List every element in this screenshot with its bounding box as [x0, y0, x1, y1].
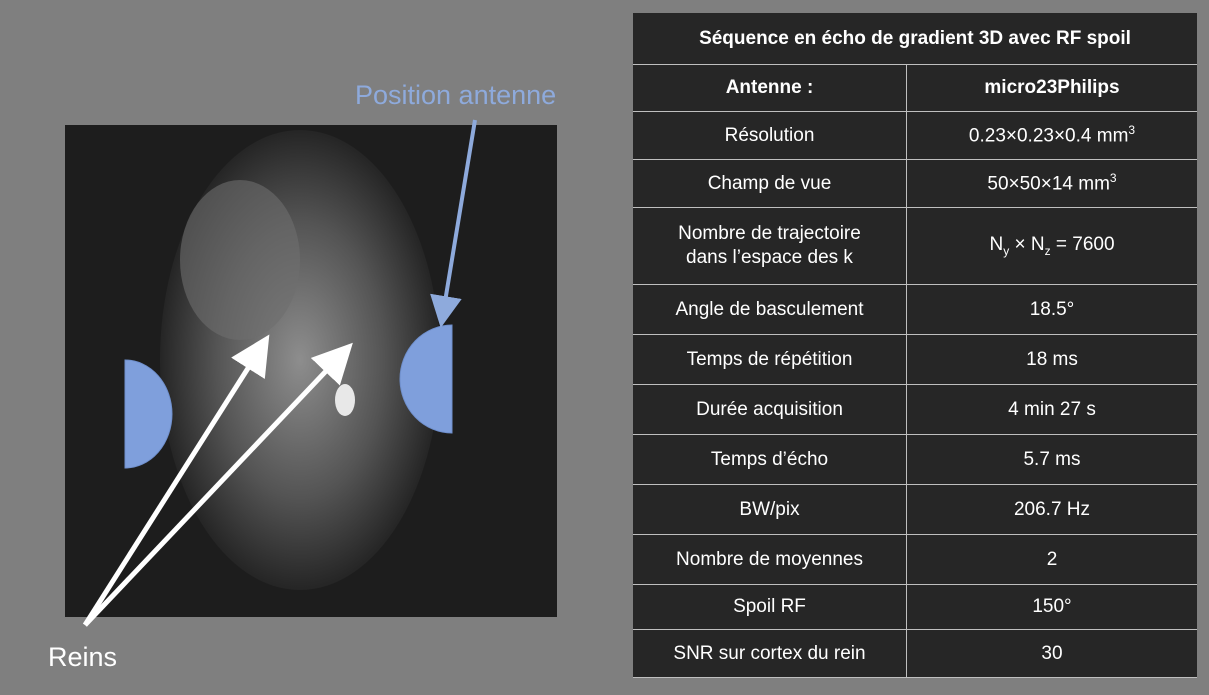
table-cell: Nombre de trajectoire dans l’espace des …	[633, 208, 907, 284]
parameter-table: Séquence en écho de gradient 3D avec RF …	[633, 13, 1197, 678]
table-row: Spoil RF 150°	[633, 585, 1197, 630]
table-row: Nombre de moyennes 2	[633, 535, 1197, 585]
table-cell: 150°	[1032, 596, 1072, 618]
table-cell: Résolution	[633, 112, 907, 159]
text-run: × N	[1009, 234, 1045, 256]
table-row: Nombre de trajectoire dans l’espace des …	[633, 208, 1197, 285]
cell-text: 50×50×14 mm3	[987, 171, 1116, 196]
table-title-row: Séquence en écho de gradient 3D avec RF …	[633, 13, 1197, 65]
antenna-label: Position antenne	[355, 80, 557, 110]
table-cell: 206.7 Hz	[1013, 498, 1091, 520]
cell-text: Ny × Nz = 7600	[989, 233, 1114, 259]
table-cell: Champ de vue	[633, 160, 907, 207]
antenna-left	[124, 359, 173, 469]
header-cell: micro23Philips	[984, 77, 1120, 99]
text-run: = 7600	[1050, 234, 1115, 256]
text-run: N	[989, 234, 1004, 256]
header-cell: Antenne :	[633, 65, 907, 111]
table-cell: 0.23×0.23×0.4 mm3	[907, 112, 1197, 159]
table-cell: BW/pix	[633, 485, 907, 534]
text-run: 3	[1128, 122, 1136, 137]
text-run: 3	[1109, 170, 1117, 185]
kidney-arrow	[83, 342, 353, 627]
table-row: Angle de basculement 18.5°	[633, 285, 1197, 335]
table-row: Champ de vue 50×50×14 mm3	[633, 160, 1197, 208]
table-cell: 4 min 27 s	[1008, 398, 1096, 420]
kidneys-label: Reins	[48, 642, 118, 672]
text-run: y	[1003, 243, 1010, 258]
table-cell: Temps de répétition	[633, 335, 907, 384]
table-cell: Durée acquisition	[633, 385, 907, 434]
table-row: Durée acquisition 4 min 27 s	[633, 385, 1197, 435]
table-row: SNR sur cortex du rein 30	[633, 630, 1197, 678]
table-cell: Spoil RF	[633, 585, 907, 629]
table-cell: 5.7 ms	[1023, 448, 1081, 470]
table-header-row: Antenne : micro23Philips	[633, 65, 1197, 112]
table-row: Résolution 0.23×0.23×0.4 mm3	[633, 112, 1197, 160]
table-cell: Nombre de moyennes	[633, 535, 907, 584]
table-cell: Ny × Nz = 7600	[907, 208, 1197, 284]
table-cell: 18 ms	[1026, 348, 1078, 370]
cell-text: 0.23×0.23×0.4 mm3	[969, 123, 1135, 148]
table-cell: SNR sur cortex du rein	[633, 630, 907, 677]
table-cell: 18.5°	[1029, 298, 1075, 320]
text-run: 50×50×14 mm	[987, 173, 1110, 195]
table-row: BW/pix 206.7 Hz	[633, 485, 1197, 535]
table-cell: Angle de basculement	[633, 285, 907, 334]
table-cell: 50×50×14 mm3	[907, 160, 1197, 207]
mri-organ	[180, 180, 300, 340]
kidney-arrow	[82, 334, 270, 627]
table-row: Temps d’écho 5.7 ms	[633, 435, 1197, 485]
table-title: Séquence en écho de gradient 3D avec RF …	[699, 27, 1131, 49]
text-run: z	[1044, 243, 1051, 258]
antenna-right	[399, 324, 453, 434]
mri-bright-spot	[335, 384, 355, 416]
table-cell: 2	[1046, 548, 1058, 570]
text-run: 0.23×0.23×0.4 mm	[968, 125, 1129, 147]
antenna-arrow	[430, 119, 477, 328]
table-cell: 30	[1041, 642, 1063, 664]
table-row: Temps de répétition 18 ms	[633, 335, 1197, 385]
table-cell: Temps d’écho	[633, 435, 907, 484]
